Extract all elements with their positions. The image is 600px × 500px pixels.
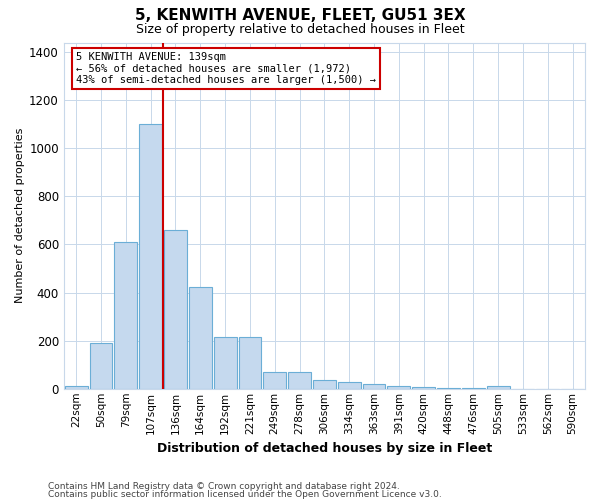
Bar — [338, 382, 361, 389]
Bar — [189, 286, 212, 389]
Text: 5, KENWITH AVENUE, FLEET, GU51 3EX: 5, KENWITH AVENUE, FLEET, GU51 3EX — [134, 8, 466, 22]
Y-axis label: Number of detached properties: Number of detached properties — [15, 128, 25, 304]
Bar — [239, 337, 262, 389]
Text: Size of property relative to detached houses in Fleet: Size of property relative to detached ho… — [136, 22, 464, 36]
Bar — [65, 386, 88, 389]
Bar — [313, 380, 336, 389]
Bar — [388, 386, 410, 389]
Bar — [164, 230, 187, 389]
Bar — [437, 388, 460, 389]
Bar — [263, 372, 286, 389]
Text: Contains HM Land Registry data © Crown copyright and database right 2024.: Contains HM Land Registry data © Crown c… — [48, 482, 400, 491]
Bar — [139, 124, 162, 389]
Text: Contains public sector information licensed under the Open Government Licence v3: Contains public sector information licen… — [48, 490, 442, 499]
Bar — [115, 242, 137, 389]
Bar — [362, 384, 385, 389]
Bar — [288, 372, 311, 389]
Bar — [89, 343, 112, 389]
Bar — [214, 337, 236, 389]
Text: 5 KENWITH AVENUE: 139sqm
← 56% of detached houses are smaller (1,972)
43% of sem: 5 KENWITH AVENUE: 139sqm ← 56% of detach… — [76, 52, 376, 86]
Bar — [487, 386, 509, 389]
Bar — [412, 387, 435, 389]
X-axis label: Distribution of detached houses by size in Fleet: Distribution of detached houses by size … — [157, 442, 492, 455]
